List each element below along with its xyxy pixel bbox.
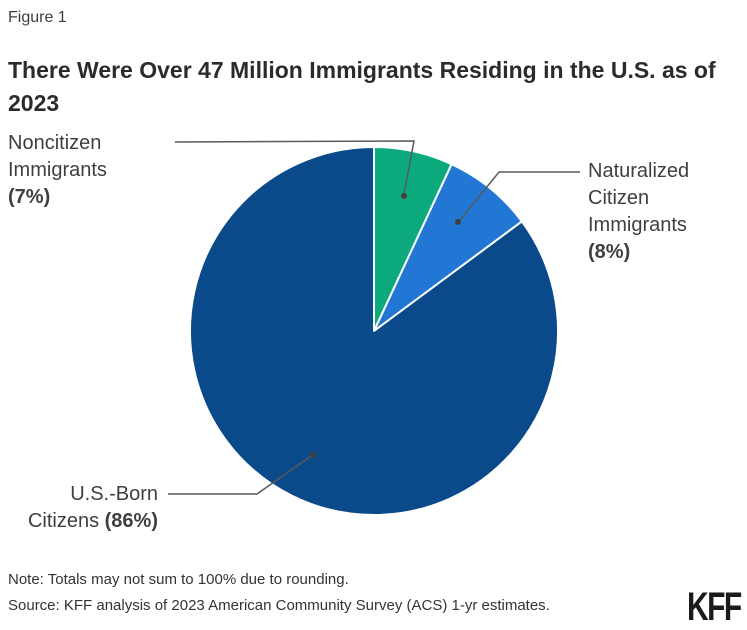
slice-label-noncitizen-line1: Noncitizen	[8, 132, 102, 154]
slice-label-naturalized-line3: Immigrants	[588, 214, 687, 236]
slice-label-naturalized: Naturalized Citizen Immigrants (8%)	[588, 158, 689, 266]
figure-label: Figure 1	[8, 9, 67, 26]
slice-label-usborn: U.S.-Born Citizens (86%)	[0, 481, 158, 535]
slice-label-noncitizen: Noncitizen Immigrants (7%)	[8, 130, 107, 211]
slice-label-usborn-line2: Citizens	[27, 510, 100, 532]
leader-lines-group	[168, 140, 580, 495]
slice-label-naturalized-pct: (8%)	[588, 241, 631, 263]
pie-slices-group	[189, 146, 559, 516]
slice-label-usborn-pct: (86%)	[104, 510, 158, 532]
slice-label-naturalized-line2: Citizen	[588, 187, 650, 209]
chart-title: There Were Over 47 Million Immigrants Re…	[8, 57, 716, 117]
pie-slice-naturalized-citizen-immigrants	[373, 163, 523, 332]
leader-line-naturalized	[459, 171, 580, 221]
leader-dot-usborn	[310, 452, 316, 458]
kff-logo: KFF	[687, 585, 742, 629]
slice-label-usborn-line1: U.S.-Born	[70, 483, 158, 505]
leader-dot-naturalized	[455, 219, 461, 225]
footer-note: Note: Totals may not sum to 100% due to …	[8, 571, 349, 588]
leader-line-usborn	[168, 455, 312, 495]
slice-label-noncitizen-line2: Immigrants	[8, 159, 107, 181]
leader-dot-noncitizen	[401, 193, 407, 199]
pie-slice-u-s-born-citizens	[189, 146, 559, 516]
slice-label-naturalized-line1: Naturalized	[588, 160, 690, 182]
footer-source: Source: KFF analysis of 2023 American Co…	[8, 597, 550, 614]
slice-label-noncitizen-pct: (7%)	[8, 186, 51, 208]
leader-line-noncitizen	[174, 140, 415, 195]
